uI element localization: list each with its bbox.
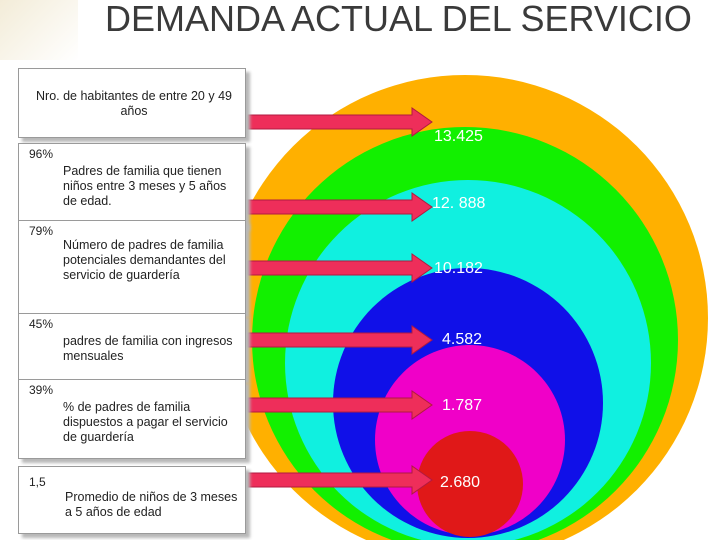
- label-box-habitantes: Nro. de habitantes de entre 20 y 49 años: [18, 68, 246, 138]
- arrow-promedio: [247, 465, 433, 495]
- percent-padres-ninos: 96%: [29, 147, 54, 161]
- value-padres-ninos: 12. 888: [432, 195, 486, 212]
- label-demandantes: Número de padres de familia potenciales …: [63, 238, 226, 282]
- percent-demandantes: 79%: [29, 224, 54, 238]
- value-ingresos: 4.582: [442, 331, 483, 348]
- arrow-dispuestos: [247, 390, 433, 420]
- label-dispuestos: % de padres de familia dispuestos a paga…: [63, 400, 228, 444]
- label-promedio: Promedio de niños de 3 meses a 5 años de…: [65, 490, 238, 519]
- percent-dispuestos: 39%: [29, 383, 54, 397]
- circle-red: [417, 431, 523, 537]
- value-demandantes: 10.182: [434, 260, 483, 277]
- label-ingresos: padres de familia con ingresos mensuales: [63, 334, 233, 363]
- arrow-habitantes: [247, 107, 433, 137]
- value-promedio-ninos: 1,5: [29, 475, 46, 489]
- value-promedio: 2.680: [440, 474, 481, 491]
- label-box-promedio: 1,5 Promedio de niños de 3 meses a 5 año…: [18, 466, 246, 534]
- label-box-demandantes: 79% Número de padres de familia potencia…: [18, 220, 246, 314]
- percent-ingresos: 45%: [29, 317, 54, 331]
- value-dispuestos: 1.787: [442, 397, 483, 414]
- decorative-corner: [0, 0, 78, 60]
- label-box-padres-ninos: 96% Padres de familia que tienen niños e…: [18, 143, 246, 227]
- arrow-padres-ninos: [247, 192, 433, 222]
- arrow-ingresos: [247, 325, 433, 355]
- page-title: DEMANDA ACTUAL DEL SERVICIO: [105, 0, 692, 39]
- label-box-dispuestos: 39% % de padres de familia dispuestos a …: [18, 379, 246, 459]
- label-habitantes: Nro. de habitantes de entre 20 y 49 años: [36, 89, 232, 118]
- label-box-ingresos: 45% padres de familia con ingresos mensu…: [18, 313, 246, 380]
- label-padres-ninos: Padres de familia que tienen niños entre…: [63, 164, 227, 208]
- value-habitantes: 13.425: [434, 128, 483, 145]
- arrow-demandantes: [247, 253, 433, 283]
